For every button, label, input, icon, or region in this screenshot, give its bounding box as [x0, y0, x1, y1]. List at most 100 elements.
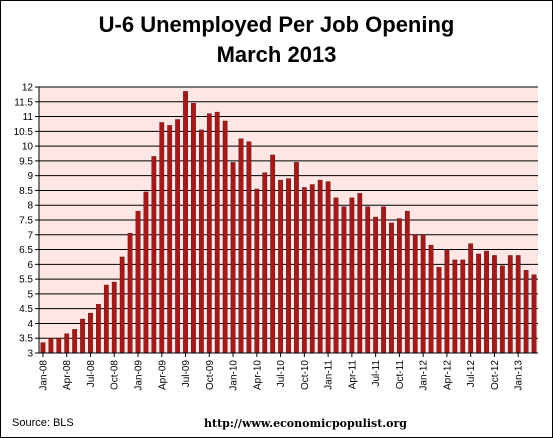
y-tick-label: 8 — [27, 201, 33, 212]
bar — [507, 255, 513, 354]
bar — [404, 210, 410, 354]
bar — [119, 256, 125, 354]
chart-subtitle: March 2013 — [216, 42, 337, 67]
x-tick-label: Jul-08 — [86, 360, 97, 388]
bar — [143, 191, 149, 354]
bar — [96, 304, 101, 354]
bar — [476, 253, 481, 354]
y-tick-label: 11 — [23, 112, 34, 123]
y-tick-label: 10 — [22, 142, 34, 153]
bar — [286, 178, 291, 354]
bar — [365, 206, 371, 354]
x-tick-label: Jul-09 — [181, 360, 192, 388]
bar — [389, 222, 394, 354]
chart-title: U-6 Unemployed Per Job Opening — [98, 12, 455, 37]
x-tick-label: Apr-08 — [62, 360, 73, 390]
bar — [159, 122, 165, 354]
x-tick-label: Jan-12 — [419, 360, 430, 391]
y-tick-label: 3.5 — [19, 334, 33, 345]
x-tick-label: Jul-10 — [276, 360, 287, 388]
bar — [127, 233, 133, 354]
x-tick-label: Oct-10 — [300, 360, 311, 390]
y-tick-label: 4 — [27, 319, 33, 330]
y-tick-label: 4.5 — [19, 304, 33, 315]
bar — [373, 216, 379, 354]
bar — [294, 162, 299, 354]
bar — [412, 234, 418, 354]
bar — [175, 119, 180, 354]
bar — [531, 274, 537, 354]
bar — [515, 255, 521, 354]
bar — [254, 188, 260, 354]
x-tick-label: Jul-12 — [466, 360, 477, 388]
x-tick-label: Jan-13 — [514, 360, 525, 391]
bar — [88, 312, 93, 354]
bar — [80, 318, 85, 354]
bar — [420, 234, 426, 354]
x-tick-label: Jan-11 — [324, 360, 335, 390]
bar — [135, 210, 141, 354]
y-tick-label: 7 — [27, 230, 33, 241]
bar — [103, 284, 109, 354]
bar — [238, 138, 244, 354]
x-tick-label: Oct-12 — [490, 360, 501, 390]
y-tick-label: 9 — [27, 171, 33, 182]
y-tick-label: 6 — [27, 260, 33, 271]
bar — [167, 125, 173, 354]
bar — [262, 172, 268, 354]
source-url: http://www.economicpopulist.org — [204, 417, 407, 430]
bar — [452, 259, 458, 354]
x-tick-label: Apr-11 — [347, 360, 358, 390]
y-tick-label: 3 — [27, 349, 33, 360]
source-note: Source: BLS — [12, 417, 74, 429]
bar — [72, 329, 78, 354]
bar — [230, 162, 236, 354]
bar — [349, 197, 355, 354]
x-tick-label: Apr-12 — [442, 360, 453, 390]
bar — [40, 342, 46, 354]
y-tick-label: 7.5 — [19, 216, 33, 227]
x-tick-label: Jan-09 — [134, 360, 145, 391]
x-tick-label: Oct-11 — [395, 360, 406, 390]
bar — [436, 267, 442, 354]
bar — [301, 187, 307, 354]
x-tick-label: Jan-08 — [38, 360, 49, 391]
bar — [381, 206, 386, 354]
bar — [492, 255, 497, 354]
bar — [206, 113, 212, 354]
bar — [523, 270, 529, 354]
bar — [341, 206, 347, 354]
bar — [278, 179, 283, 354]
y-tick-label: 8.5 — [19, 186, 33, 197]
x-tick-label: Apr-09 — [157, 360, 168, 390]
bar — [151, 156, 157, 354]
y-tick-label: 12 — [22, 83, 34, 94]
bar — [468, 243, 474, 354]
bar — [309, 184, 315, 354]
x-tick-label: Jul-11 — [371, 360, 382, 387]
bar — [333, 197, 339, 354]
bar — [191, 103, 196, 354]
bar — [183, 91, 188, 354]
x-tick-label: Oct-09 — [205, 360, 216, 390]
bar — [357, 193, 363, 354]
bar — [444, 249, 450, 354]
bar — [246, 141, 252, 354]
bar — [56, 338, 62, 354]
x-tick-label: Apr-10 — [252, 360, 263, 390]
bar — [499, 265, 505, 354]
y-tick-label: 5.5 — [19, 275, 33, 286]
y-tick-label: 11.5 — [14, 97, 33, 108]
y-tick-label: 9.5 — [19, 156, 33, 167]
bar — [222, 120, 228, 354]
bar — [111, 281, 117, 354]
bar — [484, 250, 489, 354]
bar — [214, 111, 220, 354]
bar — [397, 218, 402, 354]
bar — [325, 181, 331, 354]
bar — [198, 129, 204, 354]
y-tick-label: 6.5 — [19, 245, 33, 256]
y-tick-label: 10.5 — [14, 127, 34, 138]
bar — [460, 259, 466, 354]
